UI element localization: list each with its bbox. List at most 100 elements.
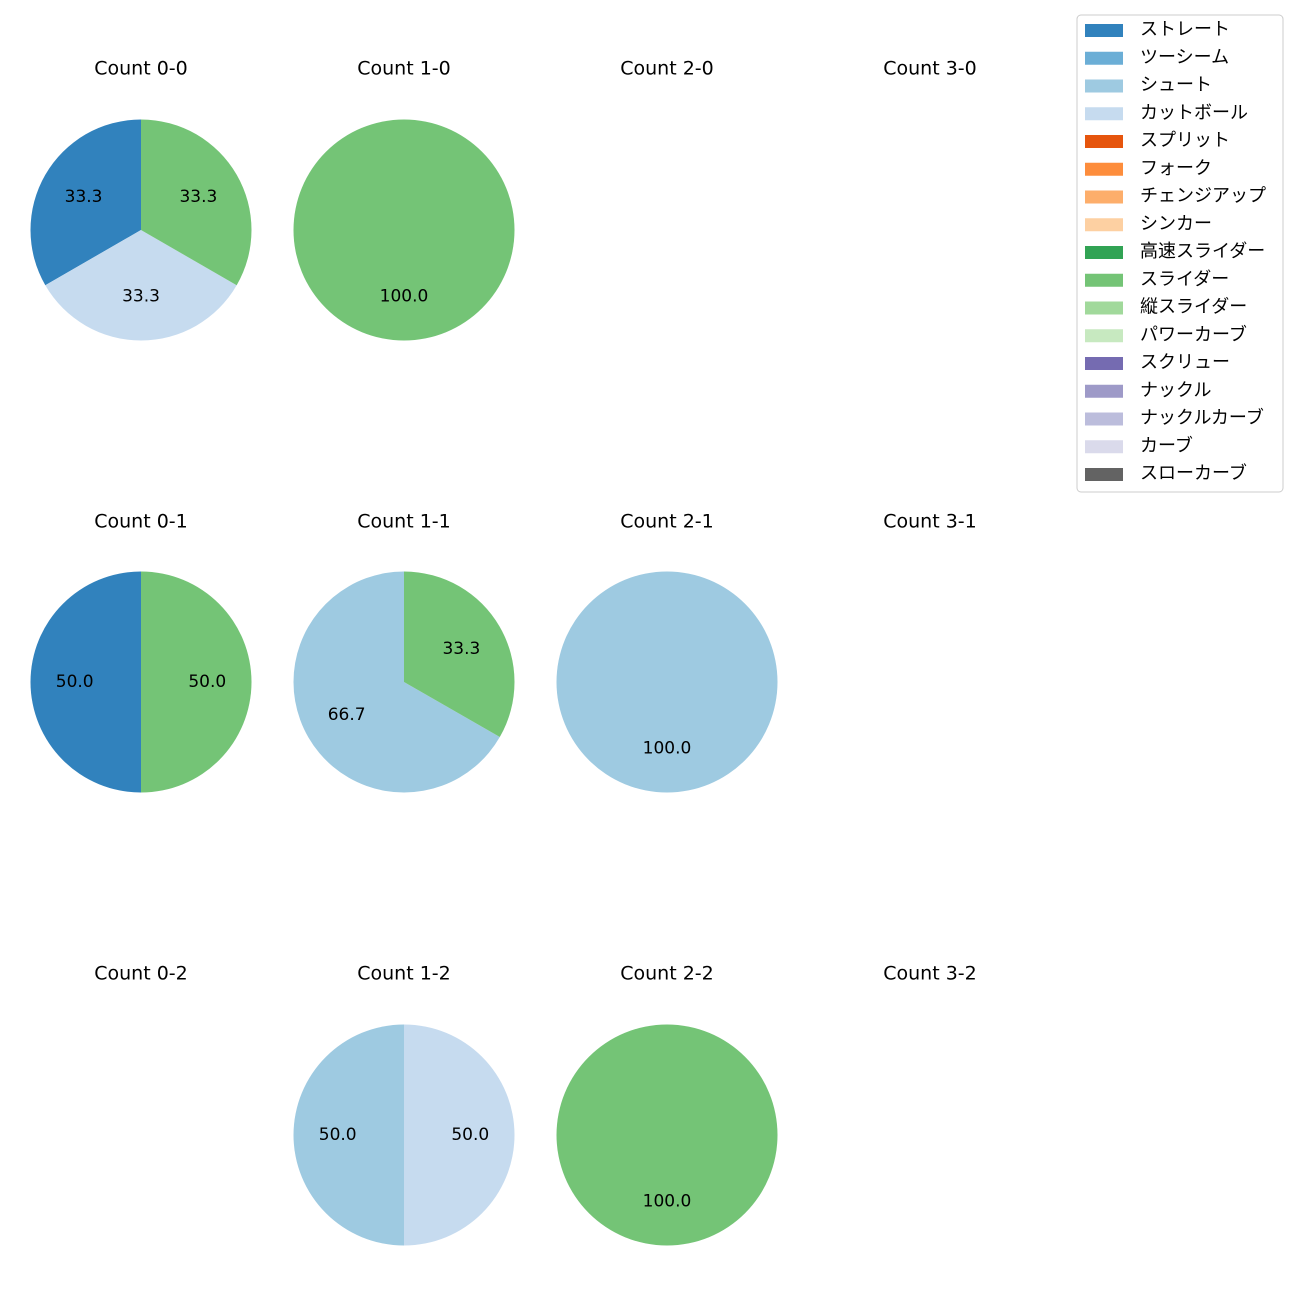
legend-label: ナックルカーブ <box>1140 407 1264 429</box>
legend-label: パワーカーブ <box>1140 323 1247 345</box>
legend-swatch <box>1085 107 1123 121</box>
legend-item: スローカーブ <box>1085 462 1247 484</box>
pie-slice <box>404 571 515 738</box>
legend-swatch <box>1085 135 1123 148</box>
legend-label: ツーシーム <box>1140 47 1229 68</box>
slice-label: 50.0 <box>319 1125 357 1145</box>
panel-title: Count 2-0 <box>620 58 714 80</box>
legend-swatch <box>1085 357 1123 370</box>
pie-slice <box>30 571 142 793</box>
legend-item: ナックルカーブ <box>1085 407 1264 429</box>
panel-title: Count 3-0 <box>883 58 977 80</box>
legend-label: ナックル <box>1140 380 1211 401</box>
legend-label: カーブ <box>1140 434 1193 456</box>
legend-swatch <box>1085 162 1123 176</box>
legend-item: フォーク <box>1085 158 1212 179</box>
pie-slice <box>293 1024 404 1246</box>
pie-panel: Count 2-2 100.0 <box>556 963 778 1246</box>
legend-swatch <box>1085 190 1123 204</box>
legend-label: ストレート <box>1140 19 1230 40</box>
slice-label: 33.3 <box>65 187 103 207</box>
slice-label: 50.0 <box>56 672 94 692</box>
pie-slice <box>141 571 252 793</box>
legend-label: スプリット <box>1140 130 1230 151</box>
panel-title: Count 1-1 <box>357 511 451 533</box>
legend-item: ツーシーム <box>1085 47 1229 68</box>
legend-item: パワーカーブ <box>1085 323 1247 345</box>
legend-item: シュート <box>1085 75 1212 96</box>
panel-title: Count 1-2 <box>357 963 451 985</box>
legend-swatch <box>1085 440 1123 454</box>
panel-title: Count 0-2 <box>94 963 188 985</box>
legend-swatch <box>1085 412 1123 426</box>
legend-swatch <box>1085 468 1123 481</box>
legend-swatch <box>1085 329 1123 343</box>
legend-label: 高速スライダー <box>1140 241 1265 262</box>
slice-label: 100.0 <box>643 738 692 758</box>
legend-label: カットボール <box>1140 102 1248 123</box>
legend-item: 高速スライダー <box>1085 241 1265 262</box>
pie-panel: Count 2-1 100.0 <box>556 511 778 793</box>
slice-label: 50.0 <box>451 1125 489 1145</box>
pie-panel: Count 1-1 66.7 33.3 <box>293 511 515 793</box>
legend-swatch <box>1085 218 1123 232</box>
legend-item: スプリット <box>1085 130 1230 151</box>
legend-item: チェンジアップ <box>1085 186 1266 207</box>
legend-swatch <box>1085 79 1123 93</box>
pie-panel: Count 0-1 50.0 50.0 <box>30 511 252 793</box>
legend-label: フォーク <box>1140 158 1212 179</box>
pie-panel: Count 1-2 50.0 50.0 <box>293 963 515 1246</box>
legend-item: カットボール <box>1085 102 1248 123</box>
legend-swatch <box>1085 273 1123 287</box>
legend-label: スクリュー <box>1140 352 1230 373</box>
slice-label: 100.0 <box>380 286 429 306</box>
legend-label: チェンジアップ <box>1140 186 1266 207</box>
panel-title: Count 2-2 <box>620 963 714 985</box>
pie-panel: Count 3-1 <box>883 511 977 533</box>
legend-swatch <box>1085 301 1123 315</box>
legend-item: ナックル <box>1085 380 1211 401</box>
panel-title: Count 1-0 <box>357 58 451 80</box>
legend-swatch <box>1085 51 1123 65</box>
legend-label: シュート <box>1140 75 1212 96</box>
pie-slice <box>293 119 515 341</box>
pie-panel: Count 0-0 33.3 33.3 33.3 <box>30 58 252 341</box>
legend-item: カーブ <box>1085 434 1193 456</box>
legend-label: スローカーブ <box>1140 462 1247 484</box>
legend-item: スクリュー <box>1085 352 1230 373</box>
panel-title: Count 2-1 <box>620 511 714 533</box>
pie-panel: Count 3-0 <box>883 58 977 80</box>
slice-label: 100.0 <box>643 1191 692 1211</box>
slice-label: 33.3 <box>122 286 160 306</box>
legend: ストレートツーシームシュートカットボールスプリットフォークチェンジアップシンカー… <box>1076 14 1284 493</box>
pie-slice <box>404 1024 515 1246</box>
pie-slice <box>141 119 252 286</box>
legend-label: シンカー <box>1140 213 1212 234</box>
pie-slice <box>556 571 778 793</box>
pie-slice <box>30 119 141 286</box>
legend-frame <box>1076 14 1284 493</box>
panel-title: Count 3-1 <box>883 511 977 533</box>
pie-panel: Count 0-2 <box>94 963 188 985</box>
legend-swatch <box>1085 384 1123 398</box>
pie-slice <box>556 1024 778 1246</box>
pie-slice <box>293 571 500 793</box>
legend-item: スライダー <box>1085 269 1229 290</box>
legend-label: 縦スライダー <box>1140 297 1247 318</box>
legend-label: スライダー <box>1140 269 1229 290</box>
pie-panel: Count 2-0 <box>620 58 714 80</box>
pie-panel: Count 1-0 100.0 <box>293 58 515 341</box>
legend-item: シンカー <box>1085 213 1212 234</box>
slice-label: 66.7 <box>328 705 366 725</box>
panel-title: Count 3-2 <box>883 963 977 985</box>
legend-item: 縦スライダー <box>1085 297 1247 318</box>
pie-panel: Count 3-2 <box>883 963 977 985</box>
legend-swatch <box>1085 24 1123 37</box>
legend-item: ストレート <box>1085 19 1230 40</box>
slice-label: 50.0 <box>188 672 226 692</box>
slice-label: 33.3 <box>179 187 217 207</box>
slice-label: 33.3 <box>442 639 480 659</box>
panel-title: Count 0-1 <box>94 511 188 533</box>
